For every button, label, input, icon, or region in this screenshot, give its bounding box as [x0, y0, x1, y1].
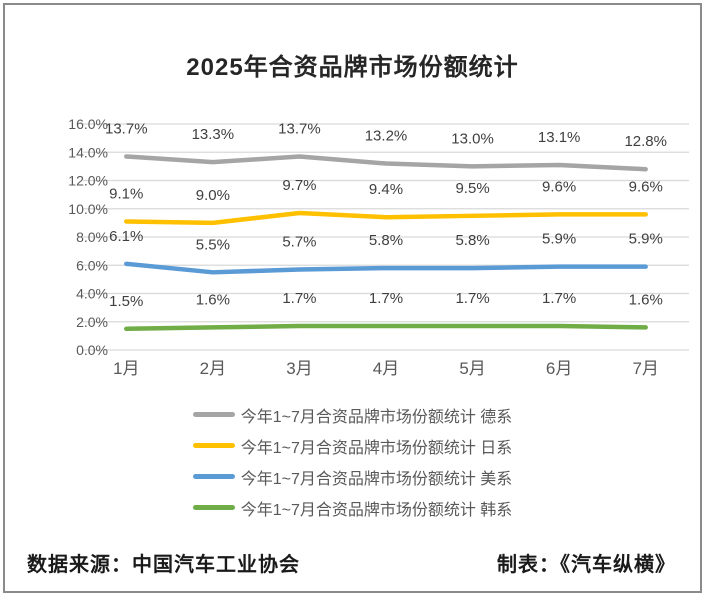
data-label-korean: 1.7% [542, 290, 576, 307]
data-label-american: 5.8% [455, 232, 489, 249]
chart-legend: 今年1~7月合资品牌市场份额统计 德系 今年1~7月合资品牌市场份额统计 日系 … [5, 404, 700, 528]
data-label-german: 13.7% [278, 120, 321, 137]
legend-line-swatch-german [192, 412, 235, 417]
legend-label: 今年1~7月合资品牌市场份额统计 德系 [240, 408, 513, 426]
y-axis-tick-label: 16.0% [68, 116, 108, 132]
data-label-japanese: 9.4% [369, 181, 403, 198]
legend-items: 今年1~7月合资品牌市场份额统计 德系 今年1~7月合资品牌市场份额统计 日系 … [192, 404, 513, 519]
producer-text: 制表：《汽车纵横》 [497, 554, 676, 576]
data-label-american: 5.9% [542, 231, 576, 248]
data-label-american: 6.1% [109, 228, 143, 245]
data-label-japanese: 9.0% [196, 187, 230, 204]
y-axis-tick-label: 6.0% [76, 257, 108, 273]
y-axis-tick-label: 12.0% [68, 173, 108, 189]
y-axis-tick-label: 2.0% [76, 314, 108, 330]
market-share-line-chart: 0.0% 2.0% 4.0% 6.0% 8.0% 10.0% 12.0% 14.0% 16.0%… [68, 116, 689, 378]
series-line-korean [124, 323, 648, 332]
legend-line-swatch-japanese [192, 443, 235, 448]
data-label-german: 13.3% [192, 126, 235, 143]
page-title: 2025年合资品牌市场份额统计 [186, 54, 519, 81]
data-label-japanese: 9.6% [542, 178, 576, 195]
y-axis-tick-label: 0.0% [76, 342, 108, 358]
series-line-german [124, 154, 648, 172]
x-axis-month-label: 7月 [632, 359, 658, 378]
data-label-japanese: 9.7% [282, 177, 316, 194]
data-label-japanese: 9.1% [109, 185, 143, 202]
data-label-american: 5.7% [282, 233, 316, 250]
data-label-korean: 1.7% [369, 290, 403, 307]
data-label-korean: 1.7% [455, 290, 489, 307]
legend-item-american: 今年1~7月合资品牌市场份额统计 美系 [192, 466, 513, 488]
data-label-german: 12.8% [624, 133, 667, 150]
legend-line-swatch-korean [192, 505, 235, 510]
x-axis-month-label: 1月 [113, 359, 139, 378]
y-axis-tick-label: 14.0% [68, 144, 108, 160]
data-label-german: 13.7% [105, 120, 148, 137]
data-label-korean: 1.6% [196, 291, 230, 308]
y-axis-tick-label: 4.0% [76, 286, 108, 302]
legend-item-korean: 今年1~7月合资品牌市场份额统计 韩系 [192, 497, 513, 519]
data-label-japanese: 9.5% [455, 180, 489, 197]
data-label-korean: 1.6% [629, 291, 663, 308]
data-label-german: 13.1% [538, 129, 581, 146]
x-axis-month-label: 3月 [286, 359, 312, 378]
data-label-korean: 1.7% [282, 290, 316, 307]
data-label-american: 5.8% [369, 232, 403, 249]
y-axis-tick-label: 8.0% [76, 229, 108, 245]
legend-label: 今年1~7月合资品牌市场份额统计 韩系 [240, 501, 513, 519]
legend-line-swatch-american [192, 474, 235, 479]
x-axis-month-label: 2月 [200, 359, 226, 378]
data-label-german: 13.2% [365, 128, 408, 145]
data-label-korean: 1.5% [109, 293, 143, 310]
data-label-american: 5.5% [196, 236, 230, 253]
data-label-japanese: 9.6% [629, 178, 663, 195]
chart-frame: 2025年合资品牌市场份额统计 0.0% 2.0% 4.0% 6.0% 8.0% 10.0… [3, 3, 702, 593]
series-line-japanese [124, 210, 648, 226]
data-label-german: 13.0% [451, 130, 494, 147]
legend-label: 今年1~7月合资品牌市场份额统计 日系 [240, 439, 513, 457]
legend-item-german: 今年1~7月合资品牌市场份额统计 德系 [192, 404, 513, 426]
x-axis-month-label: 4月 [373, 359, 399, 378]
legend-label: 今年1~7月合资品牌市场份额统计 美系 [240, 470, 513, 488]
x-axis-month-label: 5月 [459, 359, 485, 378]
data-source-text: 数据来源：中国汽车工业协会 [27, 554, 300, 576]
data-label-american: 5.9% [629, 231, 663, 248]
y-axis-tick-label: 10.0% [68, 201, 108, 217]
x-axis-month-label: 6月 [546, 359, 572, 378]
legend-item-japanese: 今年1~7月合资品牌市场份额统计 日系 [192, 435, 513, 457]
series-line-american [124, 261, 648, 275]
